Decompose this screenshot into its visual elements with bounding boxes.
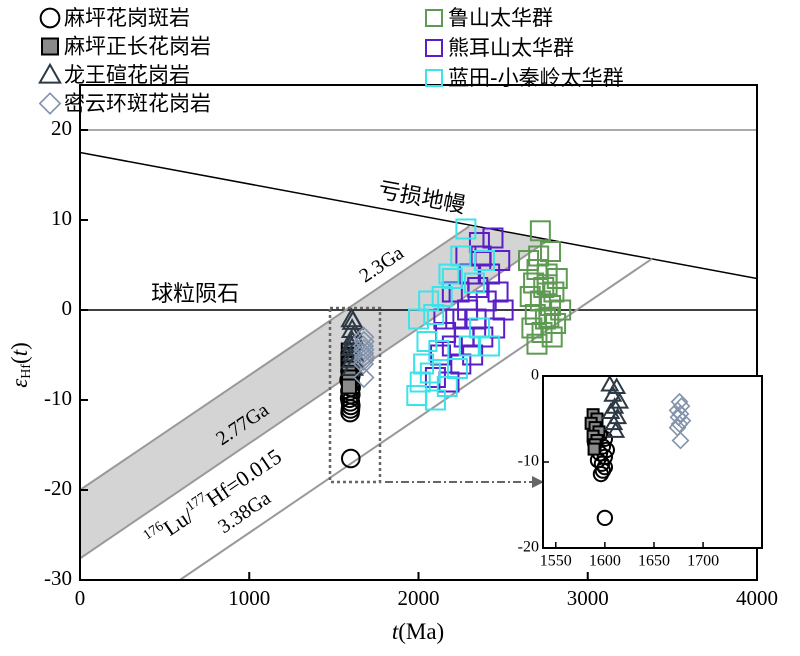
point [353,346,375,368]
y-tick-label: -30 [44,566,72,590]
plot-area [80,129,757,580]
point [606,421,626,438]
inset-y-tick-label: 0 [531,367,539,384]
zoom-box [328,306,382,484]
point [340,378,357,395]
point [463,272,485,294]
point [352,353,375,375]
point [455,218,477,240]
band [80,226,549,580]
legend-label: 龙王碹花岗岩 [64,63,190,87]
y-tick-label: -10 [44,386,72,410]
point [671,431,690,450]
legend-label: 麻坪正长花岗岩 [64,35,211,59]
y-label-part: ) [7,342,32,350]
y-tick-label: 0 [62,296,73,320]
point [601,402,621,419]
point [341,355,364,376]
legend-marker [41,37,59,56]
y-label-part: Hf [19,364,34,379]
point [424,389,446,411]
y-tick-label: 20 [51,116,72,140]
point [352,349,375,372]
point [528,245,550,267]
x-axis-label: t(Ma) [392,619,444,644]
legend-label: 鲁山太华群 [448,6,553,30]
point [492,299,514,321]
inset-y-tick-label: -20 [518,539,539,556]
reference-line [80,225,470,491]
inset-plot [584,376,692,527]
inset-x-tick-label: 1700 [687,553,719,570]
x-tick-label: 2000 [398,586,440,610]
zoom-arrow-head [532,476,544,488]
legend-label: 麻坪花岗斑岩 [64,6,190,30]
point [604,413,624,431]
point [593,455,611,472]
y-tick-label: 10 [51,206,72,230]
inset-x-tick-label: 1650 [638,553,670,570]
point [596,509,614,527]
point [670,415,689,434]
point [438,263,460,285]
legend-marker [425,9,443,27]
point [592,465,610,483]
legend-marker [39,7,61,29]
point [352,342,375,364]
point [474,250,496,271]
point [540,241,562,262]
point [441,268,463,289]
point [352,335,375,357]
point [482,227,504,249]
point [526,333,548,355]
y-label-part: ( [7,356,32,364]
reference-line [80,151,757,280]
x-tick-label: 4000 [736,586,778,610]
x-tick-label: 1000 [228,586,270,610]
point [529,220,551,242]
y-tick-label: -20 [44,476,72,500]
point [419,362,441,384]
x-label-part: (Ma) [398,619,444,644]
legend-marker [425,39,443,57]
point [428,340,450,361]
inset-background [543,376,762,548]
point [536,274,558,296]
x-tick-label: 0 [75,586,86,610]
legend-marker [425,69,443,87]
inset-x-tick-label: 1600 [589,553,621,570]
inset-y-tick-label: -10 [518,453,539,470]
legend-label: 熊耳山太华群 [448,36,574,60]
y-axis-label: εHf(t) [7,342,34,388]
x-tick-label: 3000 [567,586,609,610]
point [467,277,489,298]
point [353,338,375,361]
point [446,358,468,379]
point [587,442,601,456]
inset-x-tick-label: 1550 [540,553,572,570]
point [479,335,501,357]
y-label-part: t [7,349,32,356]
point [418,290,440,312]
line-label: 球粒陨石 [151,281,239,306]
point [353,366,375,389]
point [450,245,472,267]
legend-marker [38,62,62,84]
point [340,402,360,423]
point [341,448,361,469]
point [538,306,560,328]
x-label-part: t [392,619,399,644]
legend-label: 密云环斑花岗岩 [64,92,211,116]
reference-line [179,257,653,580]
legend-marker [38,92,62,115]
point [489,250,511,271]
legend-label: 蓝田-小秦岭太华群 [448,66,624,90]
y-label-part: ε [7,378,32,388]
